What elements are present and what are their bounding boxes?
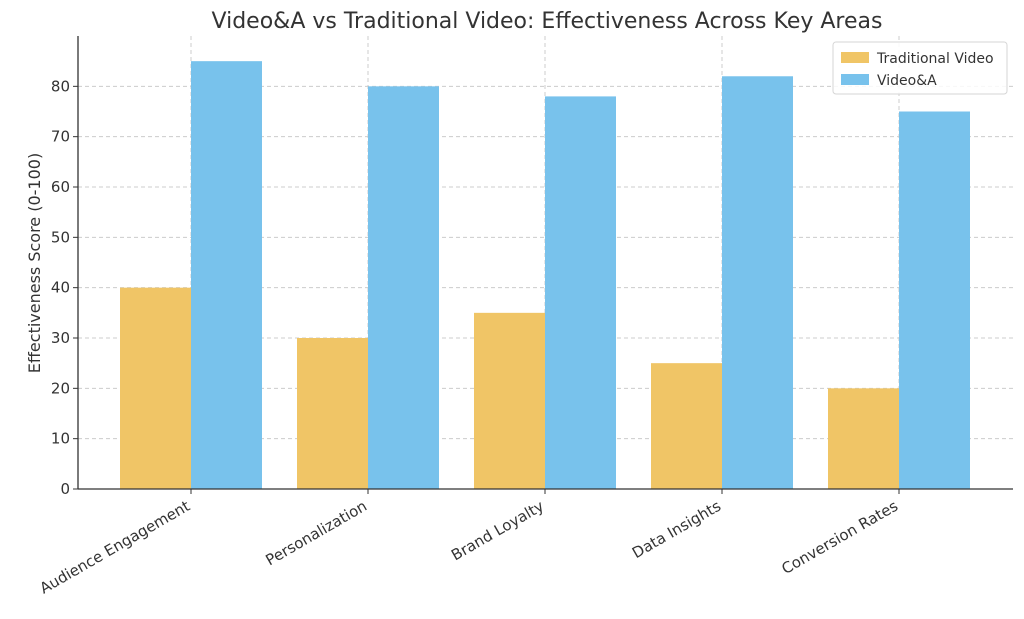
y-tick-label: 20: [51, 379, 70, 397]
chart-title: Video&A vs Traditional Video: Effectiven…: [212, 9, 883, 34]
x-tick-label: Brand Loyalty: [448, 497, 547, 565]
bar-traditional-video: [297, 338, 368, 489]
y-tick-label: 0: [60, 480, 70, 498]
y-tick-label: 70: [51, 128, 70, 146]
legend-box: [832, 41, 1008, 95]
bar-traditional-video: [120, 287, 191, 489]
y-tick-label: 10: [51, 430, 70, 448]
y-tick-label: 50: [51, 228, 70, 246]
x-tick-label: Conversion Rates: [778, 497, 901, 578]
bar-video-and-a: [899, 111, 970, 489]
y-tick-label: 60: [51, 178, 70, 196]
y-axis-label: Effectiveness Score (0-100): [25, 153, 44, 373]
bar-traditional-video: [651, 363, 722, 489]
y-tick-label: 40: [51, 279, 70, 297]
x-ticks: Audience Engagement Personalization Brand …: [37, 489, 901, 598]
bar-video-and-a: [722, 76, 793, 490]
x-tick-label: Audience Engagement: [37, 497, 193, 598]
legend: Traditional Video Video&A: [832, 41, 1008, 95]
y-ticks: 0 10 20 30 40 50 60 70 80: [51, 77, 78, 498]
bar-video-and-a: [191, 61, 262, 490]
y-tick-label: 30: [51, 329, 70, 347]
legend-swatch: [841, 74, 869, 85]
y-tick-label: 80: [51, 77, 70, 95]
legend-label: Video&A: [877, 73, 937, 89]
x-tick-label: Personalization: [263, 497, 370, 569]
bar-traditional-video: [474, 312, 545, 489]
bar-video-and-a: [545, 96, 616, 490]
bars: [120, 61, 970, 490]
legend-swatch: [841, 52, 869, 63]
x-tick-label: Data Insights: [629, 497, 724, 562]
bar-video-and-a: [368, 86, 439, 489]
bar-traditional-video: [828, 388, 899, 489]
legend-label: Traditional Video: [876, 51, 994, 67]
